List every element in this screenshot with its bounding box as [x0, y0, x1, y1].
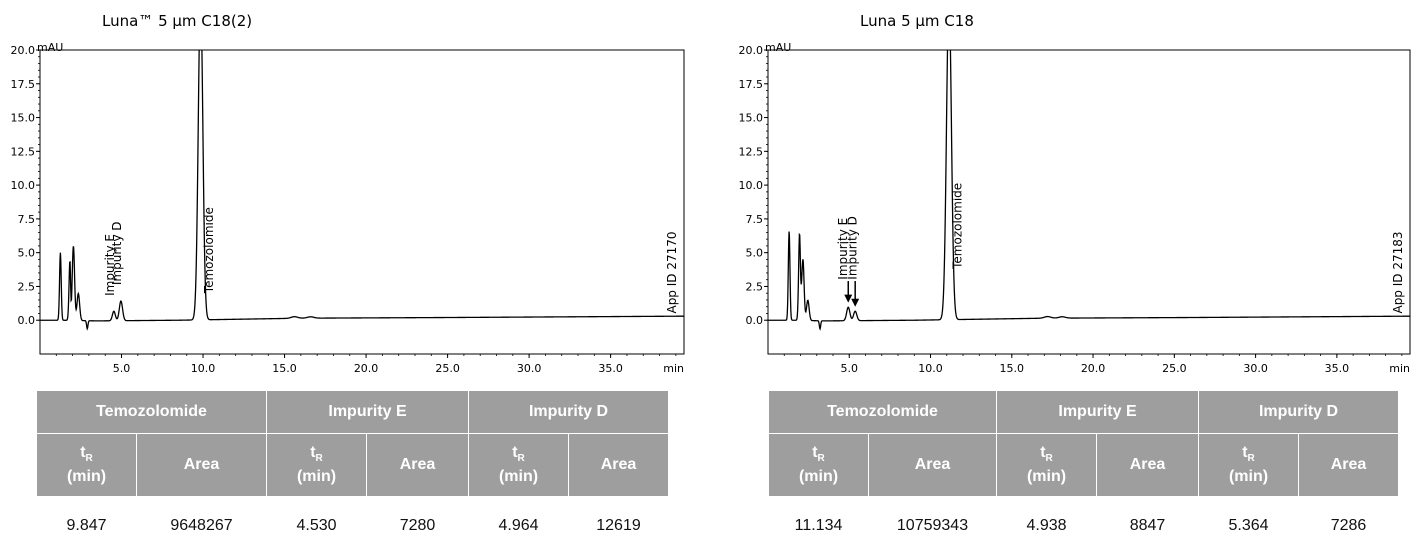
- y-tick-label: 10.0: [739, 179, 764, 192]
- subheader-area: Area: [367, 434, 469, 497]
- results-table: Temozolomide Impurity E Impurity D tR(mi…: [36, 390, 669, 555]
- y-tick-label: 12.5: [739, 145, 764, 158]
- y-tick-label: 10.0: [11, 179, 36, 192]
- y-tick-label: 15.0: [739, 112, 764, 125]
- x-tick-label: 5.0: [841, 362, 859, 375]
- y-tick-label: 7.5: [18, 213, 36, 226]
- table-cell: 7280: [367, 497, 469, 555]
- y-axis-unit: mAU: [37, 41, 63, 54]
- group-header-impurity-e: Impurity E: [997, 391, 1199, 434]
- x-tick-label: 20.0: [354, 362, 379, 375]
- table-subheader-row: tR(min) Area tR(min) Area tR(min) Area: [769, 434, 1399, 497]
- subheader-area: Area: [1097, 434, 1199, 497]
- results-table: Temozolomide Impurity E Impurity D tR(mi…: [768, 390, 1399, 555]
- group-header-impurity-d: Impurity D: [1199, 391, 1399, 434]
- y-tick-label: 5.0: [18, 247, 36, 260]
- table-cell: 4.530: [267, 497, 367, 555]
- y-tick-label: 0.0: [746, 314, 764, 327]
- chromatogram-trace: [768, 0, 1410, 329]
- x-tick-label: 10.0: [191, 362, 216, 375]
- y-tick-label: 20.0: [739, 44, 764, 57]
- x-tick-label: 5.0: [113, 362, 131, 375]
- table-cell: 11.134: [769, 497, 869, 555]
- peak-arrow-head: [844, 295, 852, 303]
- y-tick-label: 15.0: [11, 112, 36, 125]
- x-tick-label: 15.0: [272, 362, 297, 375]
- x-tick-label: 35.0: [598, 362, 623, 375]
- y-tick-label: 2.5: [18, 280, 36, 293]
- table-subheader-row: tR(min) Area tR(min) Area tR(min) Area: [37, 434, 669, 497]
- table-cell: 7286: [1299, 497, 1399, 555]
- subheader-tr: tR(min): [267, 434, 367, 497]
- subheader-area: Area: [569, 434, 669, 497]
- group-header-temozolomide: Temozolomide: [769, 391, 997, 434]
- subheader-tr: tR(min): [469, 434, 569, 497]
- subheader-area: Area: [137, 434, 267, 497]
- table-header-row: Temozolomide Impurity E Impurity D: [769, 391, 1399, 434]
- x-axis-unit: min: [663, 362, 684, 375]
- x-tick-label: 30.0: [517, 362, 542, 375]
- x-tick-label: 30.0: [1243, 362, 1268, 375]
- y-tick-label: 2.5: [746, 280, 764, 293]
- y-tick-label: 17.5: [739, 78, 764, 91]
- x-axis-unit: min: [1389, 362, 1410, 375]
- table-cell: 8847: [1097, 497, 1199, 555]
- table-cell: 10759343: [869, 497, 997, 555]
- y-tick-label: 17.5: [11, 78, 36, 91]
- subheader-tr: tR(min): [1199, 434, 1299, 497]
- peak-label: Temozolomide: [950, 183, 964, 270]
- x-tick-label: 15.0: [1000, 362, 1025, 375]
- peak-label: Impurity D: [110, 221, 124, 285]
- subheader-area: Area: [1299, 434, 1399, 497]
- chromatogram-chart: 0.0 2.5 5.0 7.5 10.0 12.5 15.0 17.5 20.0 5.0 10.0 1…: [0, 0, 706, 380]
- plot-frame: [40, 50, 684, 354]
- table-cell: 5.364: [1199, 497, 1299, 555]
- table-cell: 4.938: [997, 497, 1097, 555]
- table-row: 11.134 10759343 4.938 8847 5.364 7286: [769, 497, 1399, 555]
- app-id-label: App ID 27170: [665, 231, 679, 313]
- y-axis-unit: mAU: [765, 41, 791, 54]
- subheader-area: Area: [869, 434, 997, 497]
- peak-arrow-head: [851, 299, 859, 307]
- app-id-label: App ID 27183: [1391, 231, 1405, 313]
- y-tick-label: 5.0: [746, 247, 764, 260]
- peak-label: Impurity D: [846, 216, 860, 280]
- group-header-temozolomide: Temozolomide: [37, 391, 267, 434]
- x-tick-label: 25.0: [1162, 362, 1187, 375]
- x-tick-label: 20.0: [1081, 362, 1106, 375]
- table-cell: 9.847: [37, 497, 137, 555]
- subheader-tr: tR(min): [769, 434, 869, 497]
- x-tick-label: 35.0: [1325, 362, 1350, 375]
- x-tick-label: 10.0: [918, 362, 943, 375]
- chromatogram-trace: [40, 0, 684, 329]
- table-row: 9.847 9648267 4.530 7280 4.964 12619: [37, 497, 669, 555]
- y-tick-label: 0.0: [18, 314, 36, 327]
- subheader-tr: tR(min): [37, 434, 137, 497]
- chromatogram-chart: 0.0 2.5 5.0 7.5 10.0 12.5 15.0 17.5 20.0 5.0 10.0 1…: [730, 0, 1412, 380]
- y-tick-label: 12.5: [11, 145, 36, 158]
- y-tick-label: 20.0: [11, 44, 36, 57]
- y-tick-label: 7.5: [746, 213, 764, 226]
- group-header-impurity-e: Impurity E: [267, 391, 469, 434]
- x-tick-label: 25.0: [435, 362, 460, 375]
- group-header-impurity-d: Impurity D: [469, 391, 669, 434]
- table-header-row: Temozolomide Impurity E Impurity D: [37, 391, 669, 434]
- plot-frame: [768, 50, 1410, 354]
- table-cell: 12619: [569, 497, 669, 555]
- peak-label: Temozolomide: [202, 207, 216, 294]
- table-cell: 4.964: [469, 497, 569, 555]
- subheader-tr: tR(min): [997, 434, 1097, 497]
- table-cell: 9648267: [137, 497, 267, 555]
